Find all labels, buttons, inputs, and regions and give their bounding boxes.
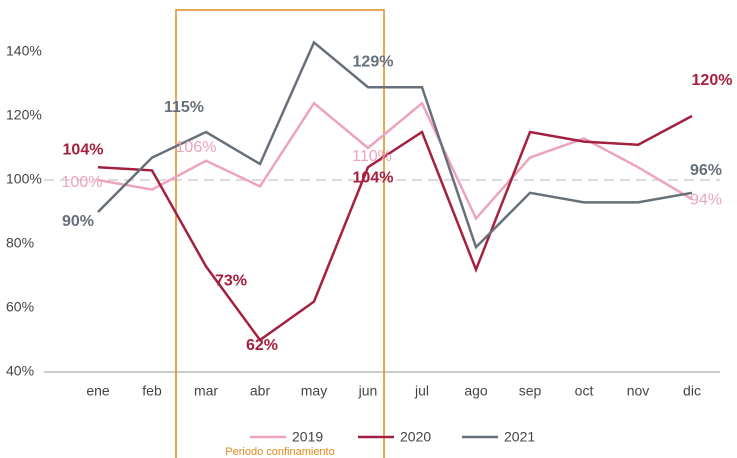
x-tick-label: sep <box>519 383 542 399</box>
x-tick-label: nov <box>627 383 650 399</box>
x-tick-label: jun <box>358 383 378 399</box>
y-tick-label: 140% <box>6 43 42 59</box>
x-tick-label: ago <box>464 383 488 399</box>
x-tick-label: dic <box>683 383 701 399</box>
legend-label: 2019 <box>292 429 323 445</box>
x-tick-label: may <box>301 383 327 399</box>
line-2019 <box>97 101 693 221</box>
value-label: 73% <box>215 273 247 290</box>
x-tick-label: jul <box>414 383 429 399</box>
value-label: 100% <box>62 174 103 191</box>
x-tick-label: mar <box>194 383 218 399</box>
value-label: 104% <box>353 169 394 186</box>
x-tick-label: feb <box>142 383 162 399</box>
line-2021 <box>97 40 693 250</box>
legend-label: 2020 <box>400 429 431 445</box>
value-label: 96% <box>690 162 722 179</box>
y-tick-label: 60% <box>6 299 34 315</box>
highlight-label: Periodo confinamiento <box>225 446 334 458</box>
y-tick-label: 40% <box>6 363 34 379</box>
x-tick-label: oct <box>575 383 594 399</box>
x-tick-label: abr <box>250 383 271 399</box>
highlight-box <box>175 9 385 458</box>
y-tick-label: 80% <box>6 235 34 251</box>
value-label: 62% <box>246 337 278 354</box>
y-tick-label: 120% <box>6 107 42 123</box>
value-label: 120% <box>692 72 733 89</box>
value-label: 106% <box>176 139 217 156</box>
value-label: 104% <box>63 141 104 158</box>
line-2020 <box>97 114 693 342</box>
value-label: 90% <box>62 213 94 230</box>
value-label: 110% <box>352 148 392 165</box>
value-label: 115% <box>164 99 204 116</box>
value-label: 94% <box>690 191 722 208</box>
x-tick-label: ene <box>86 383 110 399</box>
y-tick-label: 100% <box>6 171 42 187</box>
value-label: 129% <box>353 53 394 70</box>
legend-label: 2021 <box>504 429 535 445</box>
